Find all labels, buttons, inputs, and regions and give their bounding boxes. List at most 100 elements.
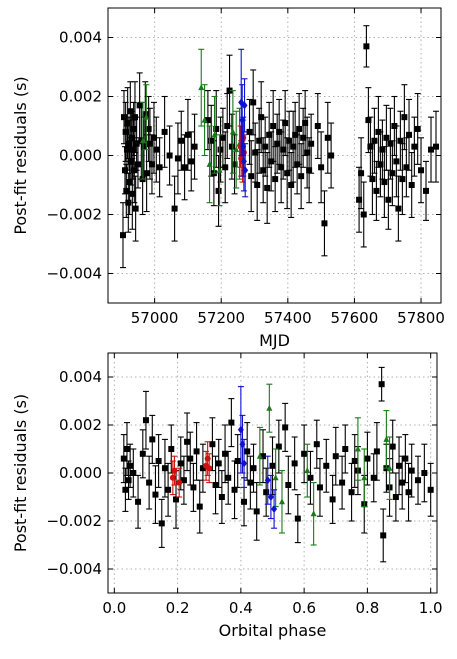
y-tick-label: 0.004 bbox=[59, 29, 102, 47]
marker-square bbox=[285, 482, 292, 488]
x-tick-label: 57800 bbox=[397, 309, 445, 327]
marker-square bbox=[150, 134, 157, 141]
data-point bbox=[193, 422, 200, 481]
marker-square bbox=[275, 443, 282, 450]
data-point bbox=[188, 131, 195, 192]
data-point bbox=[272, 448, 279, 508]
data-point bbox=[174, 122, 181, 195]
marker-square bbox=[168, 446, 175, 452]
data-point bbox=[332, 426, 339, 486]
marker-square bbox=[254, 182, 261, 188]
marker-triangle bbox=[233, 146, 240, 153]
data-point bbox=[165, 462, 172, 517]
marker-square bbox=[397, 137, 404, 144]
data-point bbox=[155, 434, 162, 488]
marker-square bbox=[155, 458, 162, 464]
data-point bbox=[228, 398, 235, 448]
marker-square bbox=[181, 164, 188, 171]
marker-square bbox=[381, 179, 388, 186]
data-point bbox=[383, 410, 390, 469]
marker-square bbox=[158, 520, 165, 527]
data-point bbox=[241, 438, 248, 488]
marker-square bbox=[122, 128, 129, 135]
panel-orbital-phase: 0.0 0.2 0.4 0.6 0.8 1.0 −0.004 −0.002 0.000 0.002… bbox=[11, 352, 443, 640]
marker-square bbox=[306, 167, 313, 174]
marker-square bbox=[161, 465, 168, 472]
marker-square bbox=[383, 134, 390, 141]
data-point bbox=[411, 116, 418, 177]
marker-square bbox=[282, 120, 289, 127]
marker-square bbox=[252, 149, 259, 156]
series-3 bbox=[237, 386, 278, 529]
marker-square bbox=[387, 140, 394, 147]
marker-square bbox=[405, 489, 412, 496]
data-point bbox=[308, 113, 315, 174]
marker-circle bbox=[171, 467, 178, 474]
y-axis-label: Post-fit residuals (s) bbox=[11, 394, 30, 552]
marker-square bbox=[132, 205, 139, 212]
marker-square bbox=[370, 474, 377, 481]
data-point bbox=[392, 472, 399, 522]
marker-diamond bbox=[264, 476, 271, 485]
marker-triangle bbox=[211, 131, 218, 138]
data-point bbox=[201, 84, 208, 157]
marker-square bbox=[231, 161, 238, 168]
data-point bbox=[405, 462, 412, 522]
data-point bbox=[318, 131, 325, 204]
data-point bbox=[314, 93, 321, 159]
data-point bbox=[291, 436, 298, 491]
marker-triangle bbox=[198, 84, 205, 91]
marker-square bbox=[228, 143, 235, 150]
y-tick-label: −0.002 bbox=[46, 512, 102, 530]
data-point bbox=[209, 417, 216, 472]
series-0 bbox=[119, 25, 440, 269]
marker-square bbox=[351, 458, 358, 464]
marker-square bbox=[260, 453, 267, 460]
marker-square bbox=[146, 479, 153, 486]
marker-square bbox=[291, 460, 298, 467]
marker-triangle bbox=[256, 452, 263, 459]
marker-triangle bbox=[206, 160, 213, 167]
marker-square bbox=[120, 114, 127, 121]
marker-triangle bbox=[310, 510, 317, 517]
x-tick-label: 1.0 bbox=[419, 599, 443, 617]
marker-square bbox=[298, 173, 305, 180]
marker-square bbox=[165, 486, 172, 493]
marker-square bbox=[250, 99, 257, 106]
marker-triangle bbox=[278, 498, 285, 505]
data-point bbox=[143, 84, 150, 151]
data-point bbox=[373, 422, 380, 481]
data-point bbox=[342, 424, 349, 474]
marker-square bbox=[213, 125, 220, 132]
marker-square bbox=[122, 486, 129, 493]
marker-square bbox=[307, 474, 314, 481]
marker-square bbox=[323, 462, 330, 469]
marker-square bbox=[153, 146, 160, 153]
marker-square bbox=[415, 477, 422, 484]
data-point bbox=[363, 25, 370, 68]
marker-square bbox=[121, 167, 128, 174]
data-point bbox=[294, 494, 301, 544]
data-point bbox=[396, 436, 403, 496]
data-point bbox=[414, 93, 421, 165]
data-point bbox=[229, 90, 236, 174]
marker-diamond bbox=[241, 459, 248, 468]
data-point bbox=[234, 434, 241, 488]
x-tick-label: 0.4 bbox=[229, 599, 253, 617]
data-point bbox=[328, 122, 335, 189]
marker-square bbox=[411, 143, 418, 150]
marker-square bbox=[263, 489, 270, 496]
marker-square bbox=[180, 477, 187, 484]
data-point bbox=[408, 152, 415, 218]
marker-square bbox=[302, 120, 309, 127]
marker-square bbox=[314, 123, 321, 129]
marker-square bbox=[142, 111, 149, 118]
marker-square bbox=[332, 453, 339, 460]
marker-square bbox=[313, 441, 320, 448]
y-axis-label: Post-fit residuals (s) bbox=[11, 76, 30, 234]
marker-square bbox=[433, 143, 440, 150]
marker-square bbox=[401, 114, 408, 121]
marker-square bbox=[219, 134, 226, 141]
marker-square bbox=[324, 134, 331, 141]
data-point bbox=[225, 450, 232, 505]
